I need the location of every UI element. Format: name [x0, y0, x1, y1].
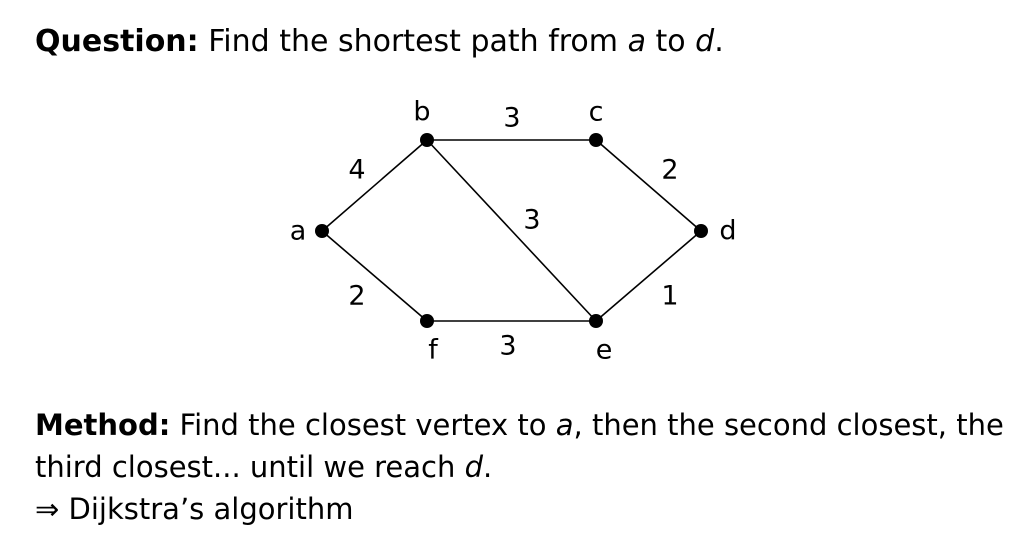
node-e: [589, 314, 603, 328]
edge-weight-a-b: 4: [348, 155, 365, 186]
edge-a-f: [321, 230, 428, 322]
method-text-1: Find the closest vertex to: [179, 408, 547, 442]
question-text-end: .: [714, 24, 724, 59]
question-target-vertex: d: [695, 24, 715, 59]
node-label-c: c: [589, 97, 604, 128]
method-text-2: , then the second closest, the: [573, 408, 1004, 442]
method-conclusion: Dijkstra’s algorithm: [68, 492, 354, 526]
method-line-2: third closest... until we reach d.: [35, 446, 1010, 488]
node-label-e: e: [596, 335, 613, 366]
node-c: [589, 133, 603, 147]
nodes-layer: [315, 133, 708, 328]
node-b: [420, 133, 434, 147]
method-label: Method:: [35, 408, 171, 442]
method-target-vertex: d: [464, 450, 483, 484]
question-text: Question: Find the shortest path from a …: [35, 22, 724, 62]
node-label-b: b: [413, 97, 430, 128]
edge-b-e: [426, 139, 597, 322]
edge-weight-a-f: 2: [348, 281, 365, 312]
method-vertex: a: [555, 408, 574, 442]
method-line-1: Method: Find the closest vertex to a, th…: [35, 404, 1010, 446]
node-label-a: a: [290, 216, 307, 247]
node-a: [315, 224, 329, 238]
node-label-f: f: [428, 335, 439, 366]
edge-e-d: [595, 230, 702, 322]
node-label-d: d: [719, 216, 736, 247]
method-line-3: ⇒ Dijkstra’s algorithm: [35, 488, 1010, 530]
edge-weight-b-e: 3: [523, 205, 540, 236]
edges-layer: [321, 139, 702, 322]
node-f: [420, 314, 434, 328]
node-d: [694, 224, 708, 238]
edge-weight-c-d: 2: [661, 155, 678, 186]
edge-c-d: [595, 139, 702, 232]
question-text-middle: to: [655, 24, 686, 59]
method-text-4: .: [483, 450, 493, 484]
question-label: Question:: [35, 24, 199, 59]
node-labels-layer: a b c d e f: [290, 97, 737, 366]
edge-weights-layer: 4 3 2 3 2 3 1: [348, 103, 678, 362]
implies-arrow: ⇒: [35, 492, 60, 526]
question-text-before: Find the shortest path from: [208, 24, 619, 59]
method-text-3: third closest... until we reach: [35, 450, 456, 484]
question-source-vertex: a: [627, 24, 646, 59]
edge-weight-e-d: 1: [661, 281, 678, 312]
edge-a-b: [321, 139, 428, 232]
edge-weight-f-e: 3: [499, 331, 516, 362]
edge-weight-b-c: 3: [503, 103, 520, 134]
method-text: Method: Find the closest vertex to a, th…: [35, 404, 1010, 530]
